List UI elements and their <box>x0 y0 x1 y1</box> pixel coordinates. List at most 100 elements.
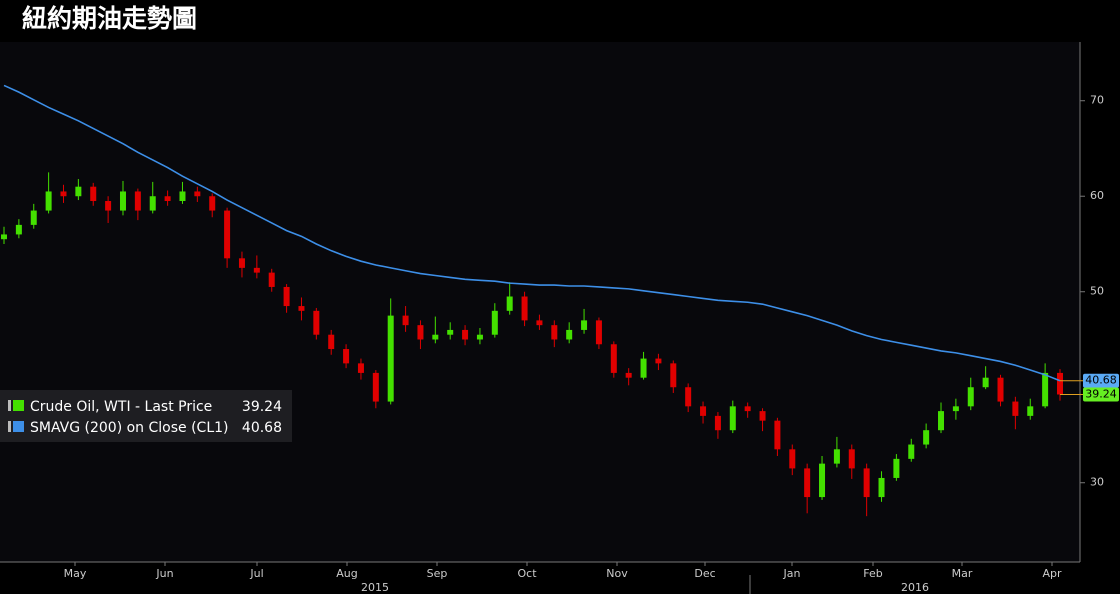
x-tick-label: Nov <box>606 567 628 580</box>
candle-body <box>625 372 632 378</box>
x-tick-label: Jun <box>155 567 173 580</box>
candle-body <box>833 449 840 464</box>
candle-body <box>595 320 602 345</box>
candle-body <box>551 325 558 340</box>
x-tick-label: Oct <box>517 567 537 580</box>
x-tick-label: Feb <box>863 567 882 580</box>
x-tick-label: Dec <box>694 567 715 580</box>
candle-body <box>729 406 736 431</box>
legend-value: 40.68 <box>242 420 282 436</box>
candle-body <box>149 196 156 211</box>
candle-body <box>224 210 231 259</box>
legend-label: Crude Oil, WTI - Last Price <box>30 399 212 415</box>
candle-body <box>1057 372 1063 395</box>
candle-body <box>655 358 662 364</box>
y-tick-label: 70 <box>1090 94 1104 107</box>
legend-box <box>0 390 292 442</box>
candle-body <box>164 196 171 202</box>
candle-body <box>759 411 766 421</box>
candle-body <box>521 296 528 321</box>
candle-body <box>640 358 647 378</box>
chart-title: 紐約期油走勢圖 <box>22 4 197 33</box>
candle-body <box>432 334 439 340</box>
candle-body <box>774 420 781 450</box>
candle-body <box>283 286 290 307</box>
candle-body <box>789 449 796 469</box>
legend-value: 39.24 <box>242 399 282 415</box>
candle-body <box>90 186 97 202</box>
x-tick-label: Mar <box>952 567 973 580</box>
candle-body <box>581 320 588 330</box>
sma-line <box>3 84 1061 382</box>
candle-body <box>1 234 7 240</box>
candle-body <box>313 310 320 335</box>
candle-body <box>417 325 424 340</box>
x-tick-label: Sep <box>427 567 448 580</box>
marks <box>1 84 1063 517</box>
y-tick-label: 50 <box>1090 285 1104 298</box>
sma-tag <box>1083 373 1119 388</box>
candle-body <box>268 272 275 287</box>
candle-body <box>848 449 855 469</box>
legend-label: SMAVG (200) on Close (CL1) <box>30 420 229 436</box>
candle-body <box>1012 401 1019 416</box>
candle-body <box>938 411 945 431</box>
candle-body <box>209 196 216 211</box>
y-tick-label: 60 <box>1090 189 1104 202</box>
candle-body <box>75 186 82 197</box>
year-label: 2016 <box>901 581 929 594</box>
candle-body <box>462 329 469 340</box>
candle-body <box>1027 406 1034 416</box>
candle-body <box>893 458 900 478</box>
candle-body <box>1042 372 1049 407</box>
legend-swatch <box>13 421 24 432</box>
candle-body <box>967 387 974 407</box>
candle-body <box>566 329 573 340</box>
candle-body <box>819 463 826 498</box>
candle-body <box>357 363 364 373</box>
candle-body <box>476 334 483 340</box>
candle-body <box>878 477 885 498</box>
x-tick-label: Jul <box>249 567 263 580</box>
candle-body <box>253 267 260 273</box>
candle-body <box>45 191 52 211</box>
price-tag <box>1083 387 1119 402</box>
candle-body <box>298 306 305 311</box>
candle-body <box>402 315 409 326</box>
candle-body <box>179 191 186 202</box>
candle-body <box>506 296 513 311</box>
candle-body <box>908 444 915 459</box>
x-tick-label: Aug <box>336 567 357 580</box>
year-label: 2015 <box>361 581 389 594</box>
legend-bar <box>8 421 11 432</box>
candle-body <box>714 415 721 431</box>
candle-body <box>491 310 498 335</box>
candle-body <box>536 320 543 326</box>
candle-body <box>105 201 112 211</box>
x-tick-label: Apr <box>1042 567 1062 580</box>
candle-body <box>804 468 811 498</box>
legend-bar <box>8 400 11 411</box>
candle-body <box>238 258 245 268</box>
x-tick-label: Jan <box>783 567 801 580</box>
y-tick-label: 30 <box>1090 476 1104 489</box>
x-tick-label: May <box>64 567 87 580</box>
candle-body <box>328 334 335 350</box>
candle-body <box>685 387 692 407</box>
candle-body <box>60 191 67 197</box>
candle-body <box>997 377 1004 402</box>
candle-body <box>744 406 751 412</box>
candle-body <box>923 430 930 445</box>
candle-body <box>343 349 350 364</box>
candle-body <box>15 224 22 235</box>
sma-tag-label: 40.68 <box>1085 374 1117 387</box>
candle-body <box>447 329 454 335</box>
candle-body <box>194 191 201 197</box>
candle-body <box>863 468 870 498</box>
candle-body <box>119 191 126 211</box>
candle-body <box>610 344 617 373</box>
candle-body <box>387 315 394 402</box>
price-tag-label: 39.24 <box>1085 387 1117 400</box>
candle-body <box>134 191 141 211</box>
